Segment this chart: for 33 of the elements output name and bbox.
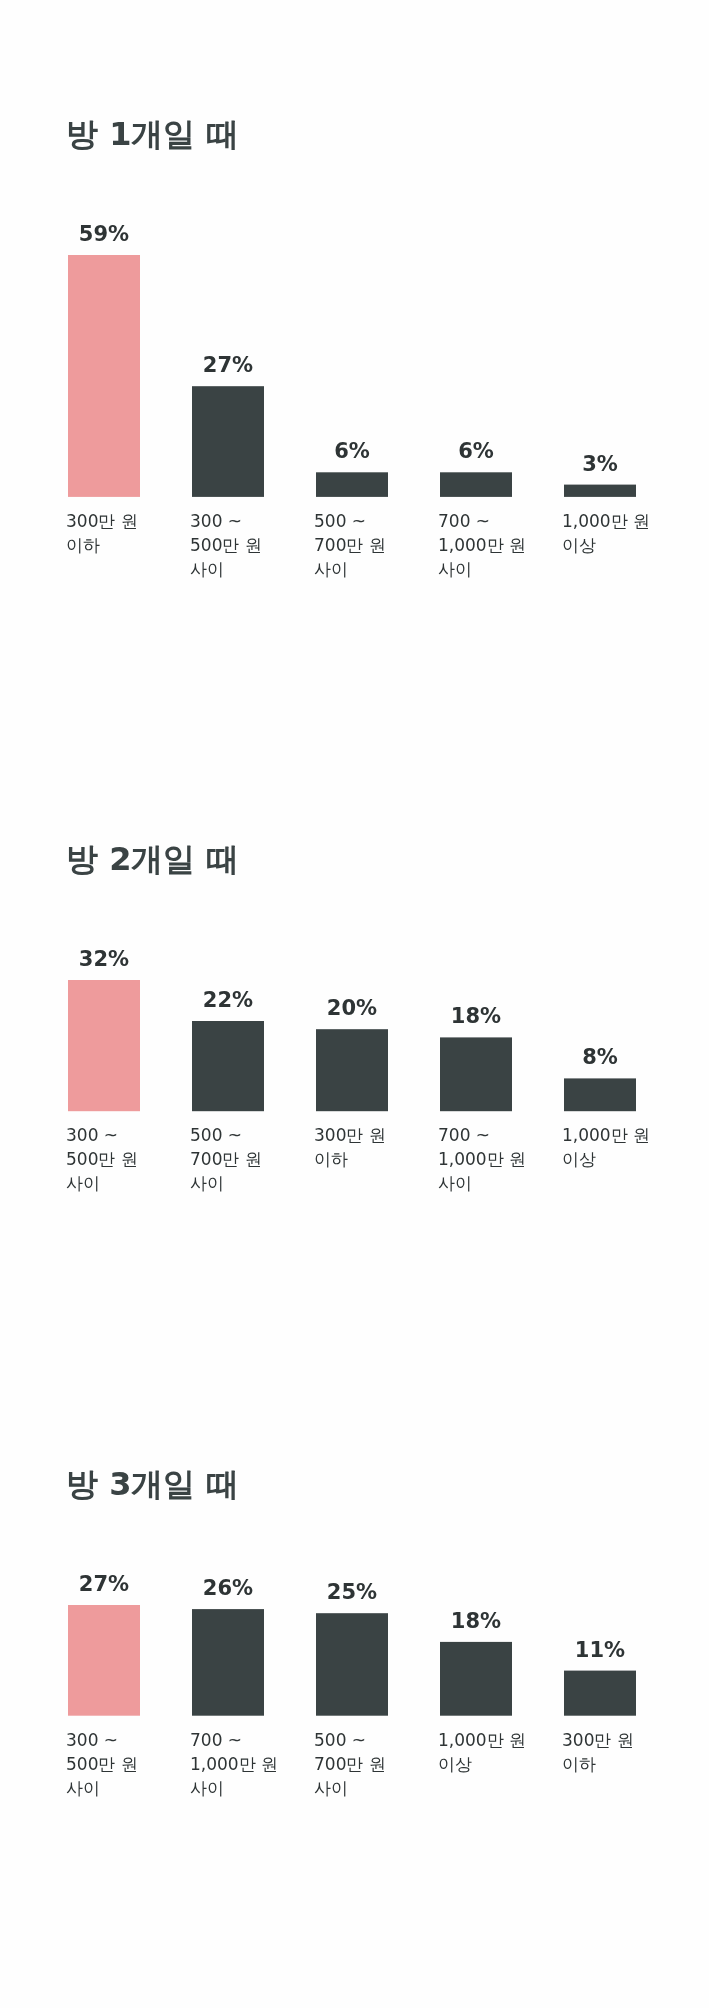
x-tick-label: 700 ~ 1,000만 원 사이 <box>190 1729 279 1798</box>
data-label: 18% <box>450 1608 502 1633</box>
data-label: 27% <box>202 353 254 378</box>
x-tick-label: 700 ~ 1,000만 원 사이 <box>438 510 527 579</box>
data-label: 59% <box>78 222 130 246</box>
x-tick-label: 300 ~ 500만 원 사이 <box>66 1125 138 1194</box>
data-label: 11% <box>574 1637 626 1662</box>
data-label: 8% <box>582 1045 618 1070</box>
data-label: 18% <box>450 1004 502 1029</box>
data-label: 27% <box>78 1572 130 1596</box>
x-tick-label: 500 ~ 700만 원 사이 <box>314 1729 386 1798</box>
chart-title: 방 2개일 때 <box>66 840 239 878</box>
x-tick-label: 700 ~ 1,000만 원 사이 <box>438 1125 527 1194</box>
chart-title: 방 1개일 때 <box>66 115 239 153</box>
chart-title: 방 3개일 때 <box>66 1465 239 1503</box>
x-tick-label: 1,000만 원 이상 <box>562 1125 651 1170</box>
data-label: 6% <box>334 439 370 464</box>
data-label: 22% <box>202 988 254 1012</box>
x-tick-label: 300만 원 이하 <box>562 1729 634 1774</box>
x-tick-label: 1,000만 원 이상 <box>562 510 651 555</box>
data-label: 3% <box>582 451 618 476</box>
data-label: 20% <box>326 996 378 1021</box>
x-tick-label: 500 ~ 700만 원 사이 <box>190 1125 262 1194</box>
x-tick-label: 500 ~ 700만 원 사이 <box>314 510 386 579</box>
x-tick-label: 300만 원 이하 <box>66 510 138 555</box>
x-tick-label: 300 ~ 500만 원 사이 <box>190 510 262 579</box>
data-label: 6% <box>458 439 494 464</box>
x-tick-label: 300만 원 이하 <box>314 1125 386 1170</box>
x-tick-label: 300 ~ 500만 원 사이 <box>66 1729 138 1798</box>
data-label: 25% <box>326 1580 378 1605</box>
data-label: 26% <box>202 1576 254 1601</box>
x-tick-label: 1,000만 원 이상 <box>438 1729 527 1774</box>
data-label: 32% <box>78 947 130 971</box>
